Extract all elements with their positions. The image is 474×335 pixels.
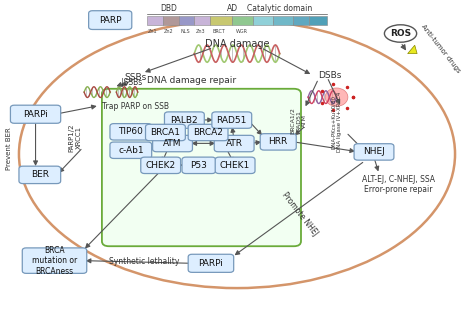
FancyBboxPatch shape: [182, 157, 216, 174]
FancyBboxPatch shape: [354, 144, 394, 160]
Bar: [232, 16, 253, 25]
Text: PARPi: PARPi: [23, 110, 48, 119]
FancyBboxPatch shape: [153, 135, 192, 152]
FancyBboxPatch shape: [19, 166, 61, 184]
Text: Trap PARP on SSB: Trap PARP on SSB: [102, 102, 169, 111]
Text: Zn3: Zn3: [196, 29, 206, 35]
Bar: [147, 16, 163, 25]
Text: NHEJ: NHEJ: [363, 147, 385, 156]
Text: BRCA1/2
RAD51
ATM: BRCA1/2 RAD51 ATM: [290, 107, 307, 134]
Bar: [293, 16, 309, 25]
Text: DNA damage repair: DNA damage repair: [147, 76, 237, 85]
Text: DBD: DBD: [160, 4, 177, 13]
Text: HRR: HRR: [269, 137, 288, 146]
Text: DSBs: DSBs: [318, 71, 341, 80]
Text: Zn1: Zn1: [148, 29, 157, 35]
Text: DNA-PKcs+Ku70/80
DNA ligase IV+XRCC4: DNA-PKcs+Ku70/80 DNA ligase IV+XRCC4: [331, 92, 342, 152]
Text: Catalytic domain: Catalytic domain: [247, 4, 312, 13]
FancyBboxPatch shape: [215, 157, 255, 174]
Text: BRCA2: BRCA2: [193, 128, 223, 137]
Text: ATR: ATR: [226, 139, 243, 148]
FancyBboxPatch shape: [214, 135, 254, 152]
Text: WGR: WGR: [236, 29, 248, 35]
Text: Promote NHEJ: Promote NHEJ: [280, 191, 319, 238]
Text: Zn2: Zn2: [164, 29, 173, 35]
FancyBboxPatch shape: [89, 11, 132, 29]
FancyBboxPatch shape: [212, 112, 252, 128]
Bar: [253, 16, 273, 25]
Text: c-Ab1: c-Ab1: [118, 146, 144, 155]
Bar: [194, 16, 210, 25]
FancyBboxPatch shape: [10, 105, 61, 123]
Text: PARP1/2
XRCC1: PARP1/2 XRCC1: [68, 123, 82, 152]
Bar: [163, 16, 179, 25]
Text: |SSBs: |SSBs: [121, 78, 142, 86]
Text: RAD51: RAD51: [217, 116, 247, 125]
Ellipse shape: [325, 88, 348, 107]
Text: DNA damage: DNA damage: [205, 39, 269, 49]
Text: BRCA1: BRCA1: [150, 128, 181, 137]
Text: CHEK1: CHEK1: [220, 161, 250, 170]
FancyBboxPatch shape: [110, 142, 152, 158]
Bar: [210, 16, 232, 25]
Text: Synthetic lethality: Synthetic lethality: [109, 258, 180, 266]
Bar: [309, 16, 327, 25]
Text: PALB2: PALB2: [171, 116, 198, 125]
FancyBboxPatch shape: [22, 248, 87, 273]
Text: BRCA
mutation or
BRCAness: BRCA mutation or BRCAness: [32, 246, 77, 275]
Text: P53: P53: [191, 161, 207, 170]
FancyBboxPatch shape: [146, 124, 185, 141]
FancyBboxPatch shape: [260, 134, 296, 150]
FancyBboxPatch shape: [164, 112, 204, 128]
FancyBboxPatch shape: [188, 254, 234, 272]
Text: Prevent BER: Prevent BER: [7, 128, 12, 171]
Text: BRCT: BRCT: [212, 29, 226, 35]
Text: BER: BER: [31, 171, 49, 179]
Text: TIP60: TIP60: [118, 127, 143, 136]
Polygon shape: [408, 45, 417, 54]
Ellipse shape: [384, 25, 417, 42]
Text: PARP: PARP: [99, 16, 121, 24]
Text: NLS: NLS: [180, 29, 190, 35]
FancyBboxPatch shape: [110, 124, 152, 140]
Text: AD: AD: [227, 4, 238, 13]
Bar: [179, 16, 194, 25]
Text: SSBs: SSBs: [124, 73, 146, 81]
Text: ALT-EJ, C-NHEJ, SSA
Error-prone repair: ALT-EJ, C-NHEJ, SSA Error-prone repair: [362, 175, 435, 194]
FancyBboxPatch shape: [188, 124, 228, 141]
Text: PARPi: PARPi: [199, 259, 223, 268]
Text: ATM: ATM: [163, 139, 182, 148]
Text: ROS: ROS: [390, 29, 411, 38]
Text: CHEK2: CHEK2: [146, 161, 176, 170]
FancyBboxPatch shape: [141, 157, 181, 174]
Text: Anti-tumor drugs: Anti-tumor drugs: [420, 23, 462, 74]
Bar: [273, 16, 293, 25]
FancyBboxPatch shape: [102, 89, 301, 246]
